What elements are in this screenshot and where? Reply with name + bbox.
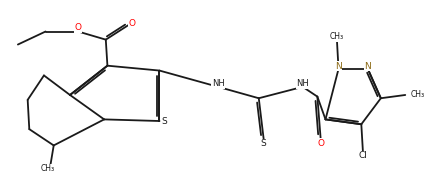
Text: NH: NH <box>212 79 224 88</box>
Text: CH₃: CH₃ <box>330 32 344 41</box>
Text: O: O <box>317 139 324 148</box>
Text: N: N <box>335 61 342 70</box>
Text: O: O <box>75 23 82 32</box>
Text: NH: NH <box>296 79 309 88</box>
Text: S: S <box>162 117 167 126</box>
Text: O: O <box>128 19 135 27</box>
Text: S: S <box>261 139 266 148</box>
Text: Cl: Cl <box>359 151 367 160</box>
Text: CH₃: CH₃ <box>40 164 54 173</box>
Text: N: N <box>365 61 371 70</box>
Text: CH₃: CH₃ <box>411 90 425 99</box>
